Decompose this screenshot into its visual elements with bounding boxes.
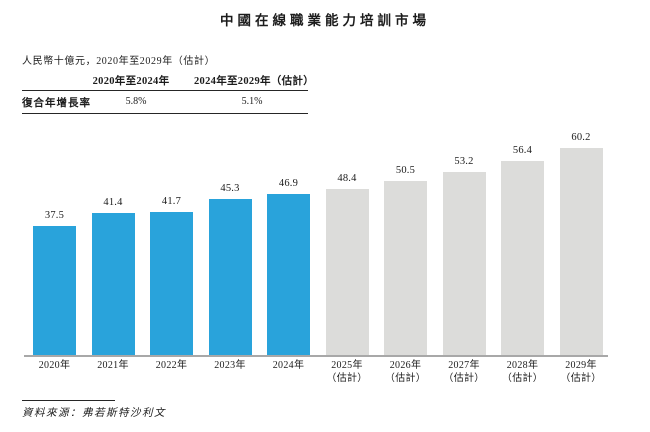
x-axis-label: 2024年 xyxy=(259,360,318,373)
bar-2021年 xyxy=(91,213,135,355)
x-axis-label: 2020年 xyxy=(25,360,84,373)
bar-2020年 xyxy=(33,226,76,355)
x-axis-label-year: 2029年 xyxy=(565,360,597,371)
bar-2026年 xyxy=(384,181,427,355)
x-axis-label: 2022年 xyxy=(142,360,201,373)
bar-value-label: 50.5 xyxy=(395,165,416,176)
bar-value-label: 37.5 xyxy=(44,210,65,221)
x-axis-label-year: 2023年 xyxy=(214,360,246,371)
x-axis-line xyxy=(24,355,608,357)
table-rule-bottom xyxy=(22,113,308,114)
bar-chart: 37.5 41.4 41.7 45.3 46.9 48.4 50.5 53.2 56.4 60.2 xyxy=(0,130,650,357)
x-axis-label-year: 2028年 xyxy=(506,360,539,371)
x-axis-label-note: （估計） xyxy=(560,372,602,384)
x-axis-label: 2023年 xyxy=(201,360,260,373)
x-axis-label-year: 2024年 xyxy=(272,360,305,371)
x-axis-label-note: （估計） xyxy=(501,372,544,384)
bar-2027年 xyxy=(442,172,486,355)
x-axis-label-year: 2020年 xyxy=(38,360,71,371)
x-axis-label-note: （估計） xyxy=(326,372,368,384)
cagr-column-header-2: 2024年至2029年（估計） xyxy=(194,76,314,87)
bar-2028年 xyxy=(501,161,544,355)
bar-2024年 xyxy=(267,194,310,355)
x-axis-label: 2025年 （估計） xyxy=(318,360,377,385)
bar-value-label: 41.7 xyxy=(161,196,182,207)
x-axis-label-year: 2027年 xyxy=(448,360,480,371)
bar-value-label: 45.3 xyxy=(220,183,240,194)
x-axis-label-year: 2021年 xyxy=(97,360,129,371)
bar-2023年 xyxy=(208,199,252,355)
x-axis-labels: 2020年 2021年 2022年 2023年 2024年 2025年 （估計） 2026年（… xyxy=(0,360,650,400)
x-axis-label: 2028年 （估計） xyxy=(493,360,552,385)
page-title: 中國在線職業能力培訓市場 xyxy=(220,13,430,28)
x-axis-label-note: （估計） xyxy=(443,372,485,384)
table-rule-top xyxy=(22,90,308,91)
chart-unit-subtitle: 人民幣十億元，2020年至2029年（估計） xyxy=(22,56,216,67)
cagr-value-2: 5.1% xyxy=(241,96,263,107)
bar-value-label: 53.2 xyxy=(454,156,474,167)
cagr-column-header-1: 2020年至2024年 xyxy=(92,76,170,87)
source-note: 資料來源：弗若斯特沙利文 xyxy=(22,408,166,419)
bar-value-label: 41.4 xyxy=(103,197,123,208)
x-axis-label-year: 2022年 xyxy=(155,360,188,371)
bar-2029年 xyxy=(559,148,603,355)
bar-2022年 xyxy=(150,212,193,355)
bar-value-label: 56.4 xyxy=(512,145,533,156)
x-axis-label-year: 2025年 xyxy=(331,360,363,371)
x-axis-label: 2026年 （估計） xyxy=(376,360,435,385)
source-rule xyxy=(22,400,115,401)
x-axis-label: 2021年 xyxy=(84,360,143,373)
cagr-row-label: 復合年增長率 xyxy=(22,98,91,109)
bar-value-label: 48.4 xyxy=(337,173,357,184)
x-axis-label: 2027年 （估計） xyxy=(435,360,494,385)
x-axis-label-note: （估計） xyxy=(384,372,427,384)
x-axis-label: 2029年 （估計） xyxy=(552,360,611,385)
bar-value-label: 46.9 xyxy=(278,178,299,189)
x-axis-label-year: 2026年 xyxy=(389,360,422,371)
cagr-value-1: 5.8% xyxy=(125,96,147,107)
bar-value-label: 60.2 xyxy=(571,132,591,143)
bar-2025年 xyxy=(325,189,369,355)
